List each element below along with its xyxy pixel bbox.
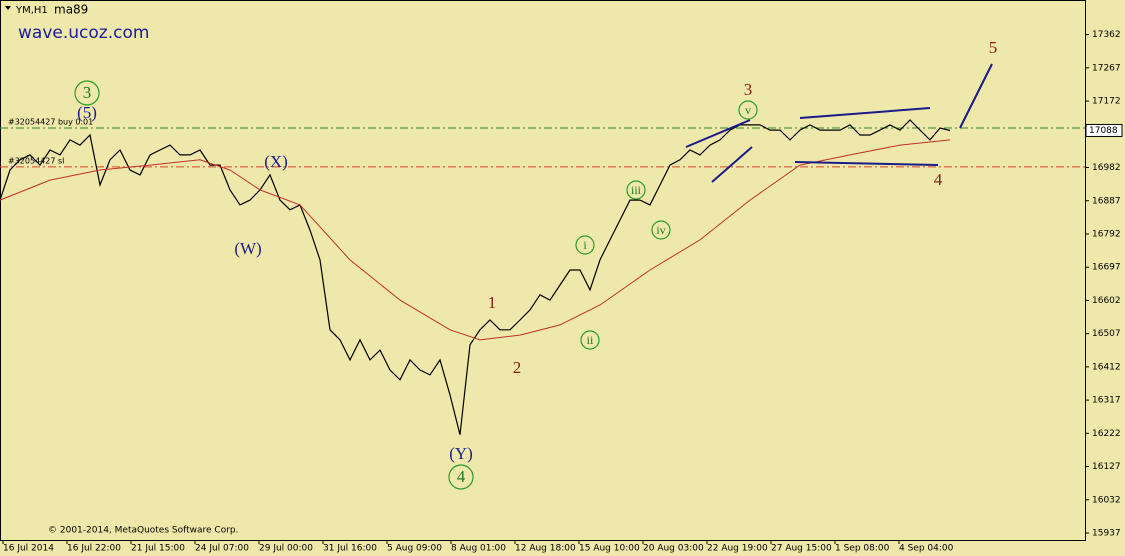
price-label: 17088 bbox=[1089, 126, 1118, 136]
wave-circle bbox=[575, 235, 595, 255]
trend-line bbox=[711, 146, 753, 183]
wave-label: (Y) bbox=[449, 444, 473, 463]
y-tick-label: 16982 bbox=[1092, 163, 1121, 173]
x-tick-label: 29 Jul 00:00 bbox=[259, 544, 313, 554]
wave-label: 4 bbox=[457, 467, 466, 486]
wave-label: iii bbox=[631, 183, 642, 197]
wave-circle bbox=[626, 180, 646, 200]
x-tick-label: 1 Sep 08:00 bbox=[835, 544, 890, 554]
y-tick-label: 17362 bbox=[1092, 30, 1121, 40]
wave-circle bbox=[651, 220, 671, 240]
wave-label: ii bbox=[587, 333, 594, 347]
plot-frame bbox=[0, 0, 1086, 541]
wave-circle bbox=[74, 80, 100, 106]
price-box bbox=[1085, 123, 1123, 137]
watermark: wave.ucoz.com bbox=[18, 23, 149, 43]
order-label: #32054427 buy 0.01 bbox=[8, 118, 93, 127]
y-tick-label: 16412 bbox=[1092, 362, 1121, 372]
y-tick-label: 15937 bbox=[1092, 529, 1121, 539]
wave-label: 1 bbox=[488, 293, 497, 312]
wave-circle bbox=[448, 464, 474, 490]
trend-line bbox=[685, 119, 751, 148]
x-tick-label: 27 Aug 15:00 bbox=[771, 544, 832, 554]
trend-line bbox=[799, 107, 931, 119]
wave-label: i bbox=[583, 238, 587, 252]
y-tick-label: 16697 bbox=[1092, 263, 1121, 273]
x-tick-label: 8 Aug 01:00 bbox=[451, 544, 506, 554]
y-tick-label: 17172 bbox=[1092, 97, 1121, 107]
chart-title: YM,H1 bbox=[15, 5, 48, 16]
wave-circle bbox=[738, 100, 758, 120]
x-tick-label: 5 Aug 09:00 bbox=[387, 544, 442, 554]
y-tick-label: 16792 bbox=[1092, 229, 1121, 239]
x-tick-label: 20 Aug 03:00 bbox=[643, 544, 704, 554]
x-tick-label: 24 Jul 07:00 bbox=[195, 544, 249, 554]
y-tick-label: 16317 bbox=[1092, 396, 1121, 406]
wave-circle bbox=[580, 330, 600, 350]
trend-line bbox=[794, 161, 939, 166]
y-tick-label: 16507 bbox=[1092, 329, 1121, 339]
menu-arrow bbox=[5, 6, 11, 10]
wave-label: 3 bbox=[83, 83, 92, 102]
wave-label: 3 bbox=[744, 80, 753, 99]
y-tick-label: 16032 bbox=[1092, 495, 1121, 505]
x-tick-label: 16 Jul 2014 bbox=[3, 544, 54, 554]
x-tick-label: 31 Jul 16:00 bbox=[323, 544, 377, 554]
wave-label: 4 bbox=[934, 170, 943, 189]
x-tick-label: 4 Sep 04:00 bbox=[899, 544, 954, 554]
y-tick-label: 16602 bbox=[1092, 296, 1121, 306]
x-tick-label: 21 Jul 15:00 bbox=[131, 544, 185, 554]
x-tick-label: 22 Aug 19:00 bbox=[707, 544, 768, 554]
y-tick-label: 16887 bbox=[1092, 196, 1121, 206]
x-tick-label: 12 Aug 18:00 bbox=[515, 544, 576, 554]
wave-label: 2 bbox=[513, 358, 522, 377]
wave-label: v bbox=[745, 103, 751, 117]
wave-label: (5) bbox=[77, 103, 97, 122]
price-line bbox=[0, 139, 951, 341]
copyright: © 2001-2014, MetaQuotes Software Corp. bbox=[48, 526, 239, 536]
wave-label: iv bbox=[656, 223, 665, 237]
wave-label: 5 bbox=[989, 38, 998, 57]
x-tick-label: 16 Jul 22:00 bbox=[67, 544, 121, 554]
wave-label: (W) bbox=[234, 239, 261, 258]
wave-label: (X) bbox=[264, 152, 288, 171]
y-tick-label: 16222 bbox=[1092, 429, 1121, 439]
chart-subtitle: ma89 bbox=[54, 3, 88, 17]
x-tick-label: 15 Aug 10:00 bbox=[579, 544, 640, 554]
y-tick-label: 16127 bbox=[1092, 462, 1121, 472]
trend-line bbox=[959, 63, 993, 129]
y-tick-label: 17267 bbox=[1092, 63, 1121, 73]
price-line bbox=[0, 119, 951, 435]
